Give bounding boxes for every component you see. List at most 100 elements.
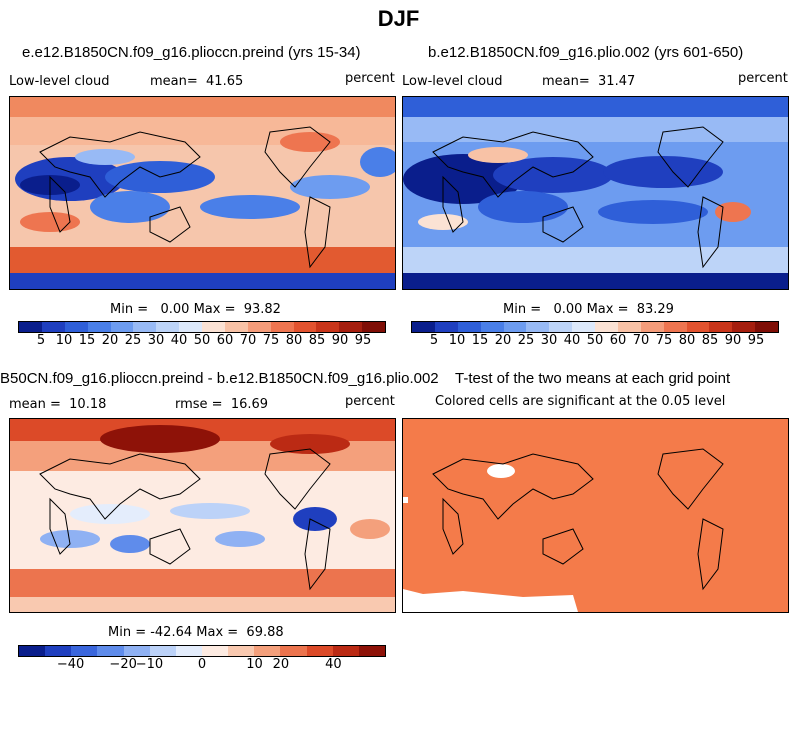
colorbar-2-tick-label: 60 bbox=[609, 333, 627, 348]
colorbar-1-swatch bbox=[133, 322, 157, 332]
panel1-variable-label: Low-level cloud bbox=[9, 74, 110, 89]
panel2-variable-label: Low-level cloud bbox=[402, 74, 503, 89]
colorbar-1-swatch bbox=[339, 322, 363, 332]
colorbar-3-tick-label: 40 bbox=[325, 657, 342, 672]
colorbar-2-swatch bbox=[617, 322, 641, 332]
colorbar-2-swatches bbox=[411, 321, 779, 333]
colorbar-3-tick-label: −40 bbox=[56, 657, 85, 672]
colorbar-2-tick-label: 25 bbox=[517, 333, 535, 348]
colorbar-2-tick-label: 70 bbox=[632, 333, 650, 348]
colorbar-1-swatch bbox=[64, 322, 88, 332]
colorbar-1-tick-label: 10 bbox=[55, 333, 73, 348]
colorbar-3-swatch bbox=[332, 646, 359, 656]
panel2-map bbox=[402, 96, 789, 290]
colorbar-1-tick-label: 40 bbox=[170, 333, 188, 348]
colorbar-3-swatch bbox=[123, 646, 150, 656]
colorbar-2-tick-label: 10 bbox=[448, 333, 466, 348]
panel2-units: percent bbox=[738, 71, 788, 86]
colorbar-3-swatch bbox=[306, 646, 333, 656]
colorbar-1-tick-label: 30 bbox=[147, 333, 165, 348]
colorbar-3-swatch bbox=[149, 646, 176, 656]
colorbar-2-swatch bbox=[457, 322, 481, 332]
panel4-subtitle: Colored cells are significant at the 0.0… bbox=[435, 394, 726, 409]
colorbar-1-swatch bbox=[110, 322, 134, 332]
colorbar-3-tick-label: 10 bbox=[246, 657, 263, 672]
colorbar-2-swatch bbox=[503, 322, 527, 332]
colorbar-3-swatch bbox=[175, 646, 202, 656]
colorbar-2-swatch bbox=[572, 322, 595, 332]
colorbar-3-swatch bbox=[254, 646, 281, 656]
colorbar-1 bbox=[18, 321, 386, 333]
colorbar-2-swatch bbox=[412, 322, 435, 332]
panel2-minmax: Min = 0.00 Max = 83.29 bbox=[503, 302, 674, 317]
colorbar-1-swatch bbox=[87, 322, 111, 332]
colorbar-1-tick-label: 95 bbox=[354, 333, 372, 348]
colorbar-2-tick-label: 80 bbox=[678, 333, 696, 348]
colorbar-1-tick-label: 5 bbox=[36, 333, 46, 348]
panel2-title: b.e12.B1850CN.f09_g16.plio.002 (yrs 601-… bbox=[428, 44, 744, 61]
colorbar-1-ticks: 5 10 15 20 25 30 40 50 60 70 75 80 85 90 95 bbox=[18, 333, 386, 349]
colorbar-3-swatch bbox=[201, 646, 229, 656]
colorbar-1-swatch bbox=[19, 322, 42, 332]
panel4-title: T-test of the two means at each grid poi… bbox=[455, 370, 731, 387]
panel1-mean-label: mean= 41.65 bbox=[150, 74, 244, 89]
colorbar-2-tick-label: 75 bbox=[655, 333, 673, 348]
colorbar-1-tick-label: 90 bbox=[331, 333, 349, 348]
panel3-minmax: Min = -42.64 Max = 69.88 bbox=[108, 625, 284, 640]
colorbar-1-tick-label: 80 bbox=[285, 333, 303, 348]
colorbar-1-tick-label: 25 bbox=[124, 333, 142, 348]
colorbar-2-swatch bbox=[526, 322, 550, 332]
colorbar-3-swatch bbox=[97, 646, 124, 656]
colorbar-3-swatch bbox=[19, 646, 46, 656]
colorbar-3-swatch bbox=[228, 646, 255, 656]
colorbar-1-swatch bbox=[293, 322, 317, 332]
colorbar-3-ticks: −40 −20 −10 0 10 20 40 bbox=[18, 657, 386, 673]
colorbar-2-tick-label: 95 bbox=[747, 333, 765, 348]
panel3-map bbox=[9, 418, 396, 613]
colorbar-1-tick-label: 60 bbox=[216, 333, 234, 348]
colorbar-2-tick-label: 5 bbox=[429, 333, 439, 348]
colorbar-1-tick-label: 75 bbox=[262, 333, 280, 348]
colorbar-3-tick-label: 0 bbox=[197, 657, 207, 672]
colorbar-1-swatch bbox=[362, 322, 385, 332]
panel4-map bbox=[402, 418, 789, 613]
colorbar-2-tick-label: 30 bbox=[540, 333, 558, 348]
colorbar-2-swatch bbox=[663, 322, 687, 332]
colorbar-2-tick-label: 50 bbox=[586, 333, 604, 348]
colorbar-2-tick-label: 90 bbox=[724, 333, 742, 348]
colorbar-1-swatch bbox=[202, 322, 225, 332]
colorbar-2 bbox=[411, 321, 779, 333]
colorbar-2-swatch bbox=[595, 322, 618, 332]
colorbar-1-swatch bbox=[247, 322, 271, 332]
colorbar-3-swatch bbox=[358, 646, 385, 656]
colorbar-3-tick-label: −10 bbox=[135, 657, 164, 672]
figure-title: DJF bbox=[377, 6, 420, 31]
colorbar-2-swatch bbox=[732, 322, 756, 332]
colorbar-1-swatch bbox=[316, 322, 340, 332]
colorbar-1-tick-label: 85 bbox=[308, 333, 326, 348]
colorbar-2-swatch bbox=[480, 322, 504, 332]
colorbar-2-tick-label: 85 bbox=[701, 333, 719, 348]
colorbar-2-tick-label: 15 bbox=[471, 333, 489, 348]
panel1-minmax: Min = 0.00 Max = 93.82 bbox=[110, 302, 281, 317]
colorbar-1-tick-label: 20 bbox=[101, 333, 119, 348]
colorbar-1-tick-label: 50 bbox=[193, 333, 211, 348]
colorbar-1-swatch bbox=[270, 322, 294, 332]
colorbar-3-swatch bbox=[45, 646, 72, 656]
colorbar-2-swatch bbox=[640, 322, 664, 332]
colorbar-2-swatch bbox=[686, 322, 710, 332]
colorbar-2-tick-label: 20 bbox=[494, 333, 512, 348]
colorbar-1-swatch bbox=[156, 322, 180, 332]
panel2-mean-label: mean= 31.47 bbox=[542, 74, 636, 89]
colorbar-1-tick-label: 15 bbox=[78, 333, 96, 348]
colorbar-2-swatch bbox=[709, 322, 733, 332]
colorbar-3-swatch bbox=[280, 646, 307, 656]
panel1-map bbox=[9, 96, 396, 290]
colorbar-2-ticks: 5 10 15 20 25 30 40 50 60 70 75 80 85 90 95 bbox=[411, 333, 779, 349]
colorbar-3-swatches bbox=[18, 645, 386, 657]
panel1-title: e.e12.B1850CN.f09_g16.plioccn.preind (yr… bbox=[22, 44, 361, 61]
colorbar-1-swatches bbox=[18, 321, 386, 333]
colorbar-2-swatch bbox=[549, 322, 573, 332]
colorbar-3 bbox=[18, 645, 386, 657]
colorbar-2-tick-label: 40 bbox=[563, 333, 581, 348]
